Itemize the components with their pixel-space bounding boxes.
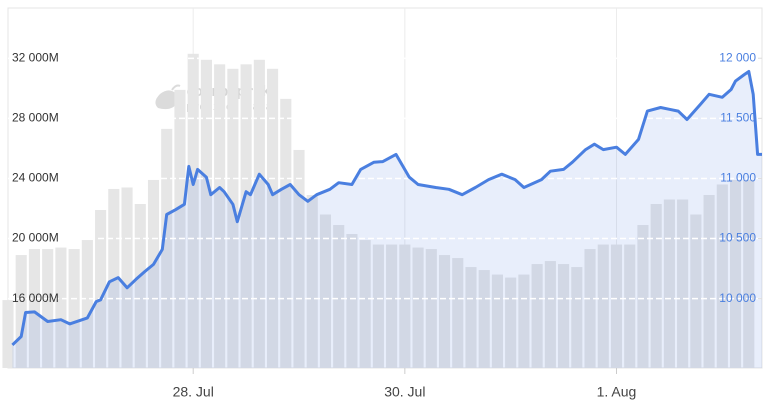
price-area <box>12 71 762 368</box>
price-line-layer <box>11 70 762 346</box>
volume-bar <box>81 240 93 368</box>
volume-bars <box>2 8 755 369</box>
volume-bar <box>95 210 107 368</box>
volume-bar <box>558 264 570 368</box>
volume-bar <box>28 249 41 368</box>
volume-bar <box>491 274 503 368</box>
volume-bar <box>200 59 212 369</box>
volume-bar <box>518 274 530 368</box>
volume-bar <box>2 300 14 368</box>
volume-bar <box>386 244 398 368</box>
x-tick-label: 1. Aug <box>597 384 637 400</box>
volume-bar <box>531 264 543 368</box>
volume-bar <box>452 258 464 368</box>
y-tick-label: 16 000M <box>12 291 59 305</box>
y-tick-label: 32 000M <box>12 50 59 64</box>
volume-bar <box>333 225 345 368</box>
volume-bar <box>663 199 675 368</box>
volume-bar <box>438 255 451 368</box>
volume-bar <box>214 64 226 368</box>
volume-bar <box>68 249 80 368</box>
volume-bar <box>161 128 173 368</box>
y2-tick-label: 12 000 <box>719 50 756 64</box>
volume-bar <box>55 247 67 368</box>
volume-bar <box>571 267 583 368</box>
volume-bar <box>227 68 239 368</box>
volume-bar <box>412 247 424 368</box>
price-line <box>11 70 762 346</box>
volume-bar <box>743 179 755 368</box>
volume-bar <box>610 244 623 368</box>
volume-bar <box>677 199 689 368</box>
volume-bar <box>465 267 477 368</box>
volume-bar <box>42 249 54 368</box>
volume-bar <box>187 53 199 369</box>
volume-bar <box>650 203 662 368</box>
volume-bar <box>399 244 411 368</box>
volume-bar <box>372 244 384 368</box>
volume-bar <box>240 64 252 368</box>
volume-bar <box>637 225 649 368</box>
grid <box>8 57 762 300</box>
volume-bar <box>147 179 160 368</box>
volume-bar <box>267 68 279 368</box>
x-tick-label: 28. Jul <box>173 384 214 400</box>
volume-bar <box>597 244 609 368</box>
volume-bar <box>624 244 636 368</box>
volume-bar <box>253 59 265 369</box>
volume-bar <box>690 214 702 368</box>
x-tick-label: 30. Jul <box>384 384 425 400</box>
volume-bar <box>584 249 596 368</box>
volume-bar <box>306 194 318 368</box>
volume-bar <box>544 261 556 368</box>
volume-bar <box>134 203 146 368</box>
volume-bar <box>425 249 437 368</box>
watermark-icon-stem <box>171 84 181 91</box>
plot-frame <box>7 7 763 369</box>
volume-bar <box>174 89 186 368</box>
volume-bar <box>478 270 490 368</box>
y2-tick-label: 11 500 <box>720 111 756 125</box>
volume-bar <box>319 214 332 368</box>
volume-bar <box>729 179 742 368</box>
volume-bar <box>703 194 715 368</box>
volume-bar <box>359 240 371 368</box>
price-area-layer <box>12 71 762 368</box>
y2-tick-label: 11 000 <box>720 171 756 185</box>
y-tick-label: 20 000M <box>12 231 59 245</box>
volume-bar <box>121 187 133 368</box>
watermark-icon <box>155 90 179 110</box>
y-tick-label: 24 000M <box>12 171 59 185</box>
y2-tick-label: 10 000 <box>719 291 756 305</box>
volume-bar <box>15 255 27 368</box>
volume-bar <box>505 277 517 368</box>
y2-tick-label: 10 500 <box>719 231 756 245</box>
volume-bar <box>293 149 305 368</box>
volume-bar <box>280 98 292 368</box>
volume-bar <box>716 184 728 368</box>
volume-bar <box>346 234 358 368</box>
y-tick-label: 28 000M <box>12 111 59 125</box>
labels: 28. Jul 30. Jul 1. Aug 16 000M 20 000M 24 000… <box>12 50 756 399</box>
